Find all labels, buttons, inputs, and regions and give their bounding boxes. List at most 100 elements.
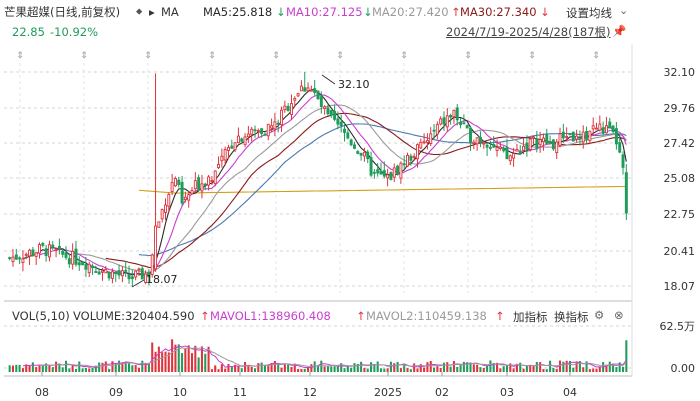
date-range[interactable]: 2024/7/19-2025/4/28(187根) — [446, 25, 611, 39]
settings-chevron-icon[interactable]: ⌄ — [619, 4, 629, 17]
candle-body — [336, 118, 340, 125]
event-marker-icon: ⇕ — [208, 51, 216, 61]
volume-bar — [184, 348, 187, 372]
time-tick-label: 09 — [109, 386, 123, 399]
volume-bar — [555, 368, 558, 372]
volume-bar — [330, 366, 333, 372]
ma20-value: MA20:27.420 — [372, 5, 449, 19]
volume-bar — [492, 362, 495, 372]
ma-label[interactable]: MA — [161, 5, 179, 19]
volume-bar — [263, 365, 266, 372]
candle-body — [624, 172, 628, 214]
volume-bar — [525, 365, 528, 372]
volume-bar — [307, 366, 310, 372]
candle-body — [462, 122, 466, 125]
candle-body — [144, 273, 148, 283]
volume-bar — [38, 365, 41, 372]
volume-bar — [283, 363, 286, 372]
candle-body — [306, 87, 310, 92]
candle-body — [465, 125, 469, 129]
event-marker-icon: ⇕ — [80, 51, 88, 61]
ma5-value: MA5:25.818 — [203, 5, 273, 19]
volume-bar — [343, 368, 346, 372]
volume-bar — [356, 363, 359, 372]
volume-bar — [137, 367, 140, 372]
high-annotation: 32.10 — [338, 78, 370, 91]
candle-body — [478, 136, 482, 143]
candle-body — [183, 196, 187, 200]
candle-body — [346, 132, 350, 139]
candle-body — [472, 141, 476, 144]
ma10-arrow-icon: ↓ — [363, 5, 373, 19]
volume-bar — [363, 367, 366, 372]
pin-icon[interactable]: 📌 — [612, 24, 627, 38]
mavol1-value: MAVOL1:138960.408 — [210, 309, 331, 323]
candle-body — [445, 115, 449, 128]
volume-bar — [502, 366, 505, 372]
candle-body — [595, 127, 598, 130]
time-tick-label: 12 — [303, 386, 317, 399]
volume-bar — [28, 365, 31, 372]
volume-bar — [568, 360, 572, 372]
price-tick-label: 20.41 — [664, 245, 696, 258]
volume-bar — [442, 362, 446, 372]
volume-bar — [386, 368, 389, 372]
volume-bar — [177, 344, 180, 372]
candle-body — [107, 272, 111, 279]
candle-body — [382, 170, 386, 177]
candle-body — [243, 136, 247, 145]
volume-bar — [366, 368, 369, 372]
time-tick-label: 04 — [563, 386, 577, 399]
candle-body — [77, 262, 81, 266]
low-annotation-arrow — [131, 279, 145, 288]
time-tick-label: 02 — [435, 386, 449, 399]
candle-body — [220, 155, 224, 162]
collapse-icon[interactable]: ⬥ — [136, 7, 143, 17]
candle-body — [286, 106, 290, 112]
switch-indicator-button[interactable]: 换指标 — [554, 310, 589, 324]
volume-bar — [462, 361, 465, 372]
candle-body — [528, 138, 532, 150]
volume-bar — [270, 363, 273, 372]
ma10-line — [39, 94, 627, 275]
volume-bar — [505, 365, 509, 372]
candle-body — [114, 271, 118, 275]
close-icon[interactable]: ⊗ — [614, 308, 624, 322]
volume-bar — [131, 365, 134, 372]
volume-bar — [187, 345, 190, 372]
candle-body — [492, 144, 496, 148]
volume-bar — [290, 366, 293, 372]
candle-body — [432, 129, 436, 132]
candle-body — [47, 244, 51, 258]
volume-bar — [572, 367, 575, 372]
add-indicator-button[interactable]: 加指标 — [513, 310, 548, 324]
volume-bar — [267, 365, 270, 372]
volume-bar — [161, 352, 164, 372]
event-marker-icon: ⇕ — [16, 51, 24, 61]
candle-body — [240, 138, 244, 142]
candle-body — [250, 128, 254, 135]
volume-bar — [340, 363, 343, 372]
candle-body — [449, 114, 453, 118]
ma10-value: MA10:27.125 — [286, 5, 363, 19]
gear-icon[interactable]: ⚙ — [594, 308, 605, 322]
volume-bar — [58, 363, 61, 372]
candle-body — [38, 244, 41, 254]
candle-body — [565, 135, 569, 138]
candle-body — [326, 107, 330, 115]
candle-body — [57, 245, 61, 249]
candle-body — [210, 180, 214, 182]
candle-body — [110, 271, 114, 279]
candle-body — [598, 123, 602, 131]
change-percent: -10.92% — [50, 25, 98, 39]
ma-settings-button[interactable]: 设置均线 — [566, 6, 612, 20]
candle-body — [200, 183, 204, 192]
candle-body — [459, 121, 463, 126]
candle-body — [170, 182, 174, 193]
candle-body — [289, 103, 293, 115]
ma-toggle[interactable]: ▸ — [149, 5, 155, 19]
candle-body — [97, 271, 101, 275]
candle-body — [193, 180, 197, 190]
candle-body — [34, 252, 38, 257]
